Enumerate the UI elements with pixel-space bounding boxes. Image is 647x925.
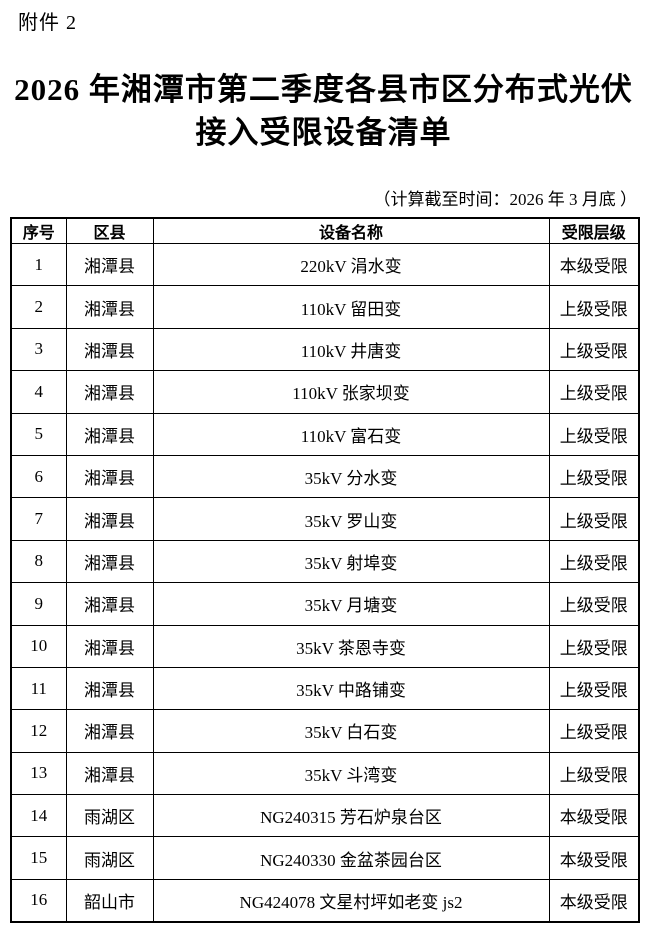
table-row: 15 雨湖区 NG240330 金盆茶园台区 本级受限 [10,836,640,880]
cell-device-name: 110kV 井唐变 [152,327,550,372]
cell-district: 湘潭县 [65,666,154,711]
cell-restriction-level: 上级受限 [548,582,640,626]
cell-device-name: NG240315 芳石炉泉台区 [152,794,550,838]
page-title-line1: 2026 年湘潭市第二季度各县市区分布式光伏 [14,72,633,107]
cell-restriction-level: 上级受限 [548,666,640,711]
cell-index: 10 [10,624,67,668]
table-row: 10 湘潭县 35kV 茶恩寺变 上级受限 [10,624,640,668]
cell-index: 6 [10,454,67,499]
cell-restriction-level: 上级受限 [548,751,640,796]
table-row: 7 湘潭县 35kV 罗山变 上级受限 [10,497,640,541]
cell-district: 湘潭县 [65,454,154,499]
cell-index: 13 [10,751,67,796]
cell-district: 湘潭县 [65,709,154,753]
cell-device-name: 35kV 白石变 [152,709,550,753]
cell-district: 湘潭县 [65,624,154,668]
cell-index: 7 [10,497,67,541]
cell-district: 湘潭县 [65,751,154,796]
cell-index: 16 [10,878,67,923]
cell-device-name: 220kV 涓水变 [152,242,550,287]
cell-restriction-level: 上级受限 [548,412,640,456]
cell-restriction-level: 上级受限 [548,370,640,414]
table-header-row: 序号 区县 设备名称 受限层级 [10,217,640,244]
cell-district: 湘潭县 [65,285,154,329]
cell-device-name: 35kV 中路铺变 [152,666,550,711]
cell-device-name: NG240330 金盆茶园台区 [152,836,550,880]
table-row: 1 湘潭县 220kV 涓水变 本级受限 [10,242,640,287]
cell-device-name: 35kV 月塘变 [152,582,550,626]
col-header-district: 区县 [65,217,154,244]
cell-device-name: 110kV 留田变 [152,285,550,329]
cell-restriction-level: 上级受限 [548,454,640,499]
cell-district: 湘潭县 [65,412,154,456]
cell-district: 湘潭县 [65,370,154,414]
cell-district: 湘潭县 [65,242,154,287]
cell-index: 3 [10,327,67,372]
cell-district: 湘潭县 [65,539,154,584]
cell-district: 韶山市 [65,878,154,923]
cell-district: 湘潭县 [65,582,154,626]
table-row: 16 韶山市 NG424078 文星村坪如老变 js2 本级受限 [10,878,640,923]
cell-district: 雨湖区 [65,836,154,880]
cell-index: 8 [10,539,67,584]
cell-device-name: 35kV 罗山变 [152,497,550,541]
cell-district: 湘潭县 [65,327,154,372]
cell-index: 12 [10,709,67,753]
cell-district: 雨湖区 [65,794,154,838]
cell-restriction-level: 上级受限 [548,709,640,753]
table-row: 8 湘潭县 35kV 射埠变 上级受限 [10,539,640,584]
cell-index: 1 [10,242,67,287]
table-row: 2 湘潭县 110kV 留田变 上级受限 [10,285,640,329]
cell-index: 5 [10,412,67,456]
cell-restriction-level: 本级受限 [548,794,640,838]
cell-index: 4 [10,370,67,414]
cell-device-name: NG424078 文星村坪如老变 js2 [152,878,550,923]
cell-device-name: 35kV 茶恩寺变 [152,624,550,668]
cell-restriction-level: 本级受限 [548,836,640,880]
cell-restriction-level: 上级受限 [548,497,640,541]
table-row: 5 湘潭县 110kV 富石变 上级受限 [10,412,640,456]
cell-restriction-level: 上级受限 [548,539,640,584]
col-header-device: 设备名称 [152,217,550,244]
cell-restriction-level: 上级受限 [548,327,640,372]
cell-index: 2 [10,285,67,329]
table-row: 14 雨湖区 NG240315 芳石炉泉台区 本级受限 [10,794,640,838]
cell-index: 9 [10,582,67,626]
attachment-label: 附件 2 [18,12,77,34]
cell-index: 15 [10,836,67,880]
cell-device-name: 110kV 富石变 [152,412,550,456]
cell-index: 11 [10,666,67,711]
table-row: 11 湘潭县 35kV 中路铺变 上级受限 [10,666,640,711]
cell-restriction-level: 本级受限 [548,878,640,923]
cell-device-name: 35kV 分水变 [152,454,550,499]
cell-district: 湘潭县 [65,497,154,541]
cell-restriction-level: 上级受限 [548,624,640,668]
col-header-index: 序号 [10,217,67,244]
cell-restriction-level: 上级受限 [548,285,640,329]
cell-index: 14 [10,794,67,838]
table-row: 3 湘潭县 110kV 井唐变 上级受限 [10,327,640,372]
cell-device-name: 35kV 射埠变 [152,539,550,584]
calculation-cutoff-note: （计算截至时间：2026 年 3 月底 ） [373,190,638,209]
page-title-line2: 接入受限设备清单 [195,115,452,150]
table-row: 4 湘潭县 110kV 张家坝变 上级受限 [10,370,640,414]
cell-device-name: 110kV 张家坝变 [152,370,550,414]
col-header-level: 受限层级 [548,217,640,244]
table-row: 12 湘潭县 35kV 白石变 上级受限 [10,709,640,753]
cell-restriction-level: 本级受限 [548,242,640,287]
table-row: 13 湘潭县 35kV 斗湾变 上级受限 [10,751,640,796]
cell-device-name: 35kV 斗湾变 [152,751,550,796]
page-title: 2026 年湘潭市第二季度各县市区分布式光伏 接入受限设备清单 [0,68,647,154]
table-row: 9 湘潭县 35kV 月塘变 上级受限 [10,582,640,626]
equipment-table: 序号 区县 设备名称 受限层级 1 湘潭县 220kV 涓水变 本级受限 2 湘潭县 110… [10,217,640,923]
table-row: 6 湘潭县 35kV 分水变 上级受限 [10,454,640,499]
